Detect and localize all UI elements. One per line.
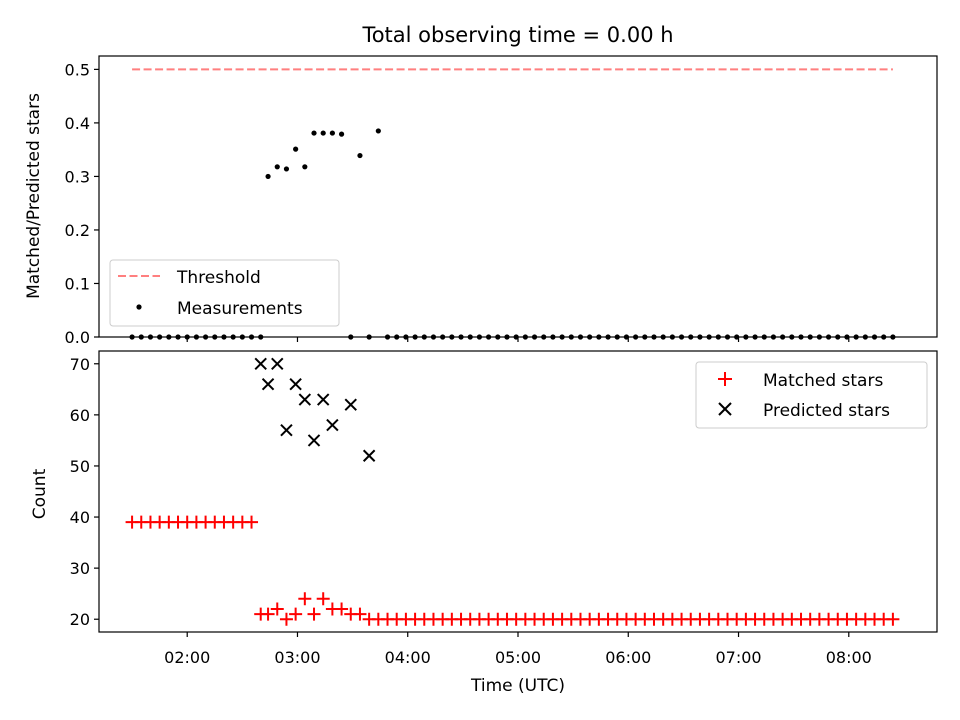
top-y-axis: 0.0 0.1 0.2 0.3 0.4 0.5 (65, 60, 99, 347)
predicted-star-point (326, 418, 339, 432)
bottom-xtick-label: 06:00 (605, 648, 651, 667)
top-legend-box (109, 259, 340, 327)
measurement-point (357, 152, 363, 159)
top-legend: Threshold Measurements (109, 259, 340, 327)
measurement-point (338, 131, 345, 137)
bottom-plot-area (125, 357, 900, 626)
matched-star-point (307, 607, 321, 621)
measurement-point (283, 166, 290, 172)
measurement-point (329, 130, 335, 136)
measurement-point (311, 130, 317, 136)
top-ytick-label: 0.4 (65, 114, 90, 133)
chart-title: Total observing time = 0.00 h (361, 23, 673, 47)
bottom-y-axis: 20 30 40 50 60 70 (70, 355, 99, 629)
measurement-point (302, 164, 308, 170)
bottom-xtick-label: 07:00 (715, 648, 761, 667)
top-ytick-label: 0.1 (65, 274, 90, 293)
bottom-x-axis: 02:00 03:00 04:00 05:00 06:00 07:00 08:00 (164, 632, 872, 667)
matched-star-point (270, 602, 284, 616)
bottom-ytick-label: 40 (70, 508, 90, 527)
predicted-star-point (271, 357, 284, 370)
bottom-xtick-label: 02:00 (164, 648, 210, 667)
measurement-point (293, 146, 299, 152)
measurement-point (375, 128, 381, 134)
legend-predicted-swatch (718, 402, 732, 416)
top-ytick-label: 0.5 (65, 60, 90, 79)
bottom-panel: 20 30 40 50 60 70 02:00 03:00 04:00 05:00 06:00 07… (30, 350, 938, 696)
bottom-ytick-label: 30 (70, 559, 90, 578)
matched-star-point (353, 607, 367, 621)
matched-star-point (316, 592, 330, 606)
matched-star-point (279, 612, 293, 626)
bottom-ytick-label: 70 (70, 355, 90, 374)
measurement-point (274, 164, 280, 170)
legend-matched-label: Matched stars (763, 371, 883, 391)
predicted-star-point (280, 423, 293, 437)
top-y-axis-label: Matched/Predicted stars (24, 93, 44, 299)
legend-measurements-label: Measurements (177, 299, 303, 319)
x-axis-label: Time (UTC) (470, 676, 565, 696)
matched-star-point (298, 592, 312, 606)
legend-measurements-swatch (136, 304, 142, 310)
bottom-ytick-label: 50 (70, 457, 90, 476)
measurement-point (320, 130, 326, 136)
predicted-star-point (307, 434, 321, 447)
bottom-xtick-label: 04:00 (385, 648, 431, 667)
bottom-xtick-label: 05:00 (495, 648, 541, 667)
predicted-star-point (254, 357, 267, 370)
predicted-star-point (289, 378, 302, 391)
top-ytick-label: 0.3 (65, 167, 90, 186)
predicted-star-point (298, 393, 312, 406)
bottom-legend: Matched stars Predicted stars (695, 361, 928, 429)
matched-star-point (335, 602, 349, 616)
top-x-axis (186, 337, 850, 342)
matched-star-point (289, 607, 303, 621)
matched-star-point (245, 515, 259, 529)
bottom-y-axis-label: Count (30, 468, 50, 519)
legend-matched-swatch (718, 372, 732, 386)
legend-predicted-label: Predicted stars (763, 401, 890, 421)
bottom-xtick-label: 03:00 (274, 648, 320, 667)
legend-threshold-label: Threshold (176, 268, 261, 288)
matched-star-point (261, 607, 275, 621)
bottom-xtick-label: 08:00 (826, 648, 872, 667)
top-ytick-label: 0.2 (65, 221, 90, 240)
bottom-ytick-label: 20 (70, 610, 90, 629)
measurement-point (265, 173, 271, 180)
bottom-legend-box (695, 361, 928, 429)
top-panel: 0.0 0.1 0.2 0.3 0.4 0.5 Matched/Predicted sta… (24, 55, 938, 347)
matched-star-point (886, 612, 900, 626)
bottom-ytick-label: 60 (70, 406, 90, 425)
predicted-star-point (261, 378, 275, 391)
predicted-star-point (316, 393, 330, 406)
predicted-star-point (362, 449, 376, 462)
predicted-star-point (344, 398, 357, 411)
top-ytick-label: 0.0 (65, 328, 90, 347)
